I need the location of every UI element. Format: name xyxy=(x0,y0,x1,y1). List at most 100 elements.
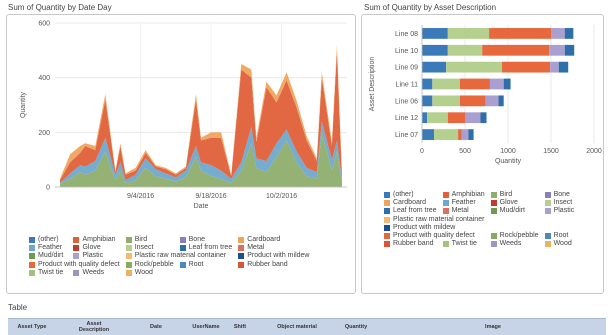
legend-swatch xyxy=(490,241,497,248)
column-header-shift[interactable]: Shift xyxy=(233,324,247,330)
left-chart-title: Sum of Quantity by Date Day xyxy=(8,3,112,12)
legend-item[interactable]: Insect xyxy=(544,199,575,207)
column-header-object-material[interactable]: Object material xyxy=(277,324,317,330)
x-tick-label: 2000 xyxy=(586,148,602,155)
bar-segment xyxy=(468,129,474,140)
legend-label: Leaf from tree xyxy=(188,244,233,252)
bar-segment xyxy=(465,112,481,124)
column-header-username[interactable]: UserName xyxy=(192,324,220,330)
legend-item[interactable]: Metal xyxy=(442,207,485,215)
legend-item[interactable]: Root xyxy=(544,232,575,240)
legend-label: Insect xyxy=(134,244,154,252)
legend-item[interactable]: Feather xyxy=(442,199,485,207)
legend-item[interactable]: Plastic xyxy=(544,207,574,215)
date-area-chart-panel[interactable]: 0 200 400 600 9/4/2016 9/18/2016 10/2/2016 Date… xyxy=(6,14,356,294)
legend-item[interactable]: Plastic raw material container xyxy=(125,252,233,260)
legend-item[interactable]: Metal xyxy=(238,244,309,252)
legend-item[interactable]: Product with quality defect xyxy=(29,261,120,269)
legend-item[interactable]: Product with quality defect xyxy=(384,232,485,240)
bar-segment xyxy=(459,95,486,107)
legend-label: Product with quality defect xyxy=(38,260,120,268)
legend-swatch xyxy=(490,208,497,215)
legend-label: Root xyxy=(188,260,204,268)
bar-segment xyxy=(422,95,433,107)
legend-label: Feather xyxy=(451,199,476,207)
legend-item[interactable]: Glove xyxy=(73,244,119,252)
legend-label: Rubber band xyxy=(393,240,434,248)
bar-chart-legend: (other) Amphibian Bird Bone Cardboard Feather… xyxy=(384,191,574,248)
legend-item[interactable]: Rubber band xyxy=(384,240,437,248)
bar-segment xyxy=(550,61,559,73)
legend-label: Plastic xyxy=(82,252,104,260)
y-tick-label: 400 xyxy=(38,75,50,82)
bar-segment xyxy=(489,78,504,90)
x-tick-label: 0 xyxy=(420,148,424,155)
category-label: Line 11 xyxy=(396,82,419,89)
legend-item[interactable]: Plastic raw material container xyxy=(384,216,539,224)
legend-item[interactable]: Leaf from tree xyxy=(384,207,437,215)
legend-item[interactable]: Bone xyxy=(179,236,233,244)
legend-item[interactable]: Bone xyxy=(544,191,575,199)
category-label: Line 09 xyxy=(395,65,418,72)
column-header-date[interactable]: Date xyxy=(150,324,162,330)
bar-segment xyxy=(564,44,575,56)
y-axis-label: Quantity xyxy=(20,91,27,118)
legend-item[interactable]: Weeds xyxy=(73,269,119,277)
legend-item[interactable]: Cardboard xyxy=(238,236,309,244)
legend-item[interactable]: Weeds xyxy=(490,240,539,248)
legend-item[interactable]: Cardboard xyxy=(384,199,437,207)
legend-item[interactable]: Amphibian xyxy=(73,236,119,244)
legend-item[interactable]: Twist tie xyxy=(442,240,485,248)
legend-label: Cardboard xyxy=(393,199,427,207)
bar-segment xyxy=(422,44,448,56)
legend-item[interactable]: Insect xyxy=(125,244,174,252)
legend-item[interactable]: Plastic xyxy=(73,252,119,260)
asset-bar-chart-panel[interactable]: 0 500 1000 1500 2000 Quantity Asset Descriptio… xyxy=(361,14,604,294)
legend-swatch xyxy=(442,192,449,199)
legend-item[interactable]: (other) xyxy=(29,236,67,244)
area-series-bird xyxy=(60,132,342,187)
legend-item[interactable]: Product with mildew xyxy=(384,224,539,232)
category-label: Line 12 xyxy=(395,115,418,122)
legend-item[interactable]: Bird xyxy=(125,236,174,244)
legend-item[interactable]: Wood xyxy=(125,269,174,277)
legend-item[interactable]: Amphibian xyxy=(442,191,485,199)
x-axis-label: Quantity xyxy=(495,158,522,165)
legend-swatch xyxy=(73,269,80,276)
bar-segment xyxy=(489,28,551,39)
legend-swatch xyxy=(29,269,35,276)
column-header-image[interactable]: Image xyxy=(485,324,501,330)
x-tick-label: 9/18/2016 xyxy=(195,193,226,200)
legend-swatch xyxy=(384,233,390,240)
bar-segment xyxy=(422,28,448,39)
legend-item[interactable]: Rock/pebble xyxy=(490,232,539,240)
bar-segment xyxy=(458,129,462,140)
column-header-asset-description[interactable]: Asset Description xyxy=(78,321,110,333)
legend-item[interactable]: Leaf from tree xyxy=(179,244,233,252)
legend-swatch xyxy=(29,261,35,268)
legend-item[interactable]: Rubber band xyxy=(238,261,309,269)
column-header-quantity[interactable]: Quantity xyxy=(344,324,368,330)
legend-label: (other) xyxy=(38,236,59,243)
legend-item[interactable]: Wood xyxy=(544,240,575,248)
category-label: Line 06 xyxy=(395,98,418,105)
legend-label: Glove xyxy=(82,244,101,252)
legend-item[interactable]: Glove xyxy=(490,199,539,207)
legend-swatch xyxy=(73,245,80,252)
legend-item[interactable]: Twist tie xyxy=(29,269,67,277)
legend-item[interactable]: Bird xyxy=(490,191,539,199)
legend-item[interactable]: Rock/pebble xyxy=(125,261,174,269)
legend-item[interactable]: Feather xyxy=(29,244,67,252)
legend-label: Weeds xyxy=(499,240,522,248)
column-header-asset-type[interactable]: Asset Type xyxy=(17,324,47,330)
legend-label: Twist tie xyxy=(451,240,477,248)
legend-swatch xyxy=(384,241,390,248)
legend-item[interactable]: Mud/dirt xyxy=(490,207,539,215)
bar-segment xyxy=(501,61,551,73)
legend-item[interactable]: (other) xyxy=(384,191,437,199)
legend-label: Product with quality defect xyxy=(393,231,475,239)
legend-item[interactable]: Root xyxy=(179,260,233,269)
legend-item[interactable]: Mud/dirt xyxy=(29,252,67,260)
legend-swatch xyxy=(544,192,551,199)
legend-item[interactable]: Product with mildew xyxy=(238,252,309,260)
